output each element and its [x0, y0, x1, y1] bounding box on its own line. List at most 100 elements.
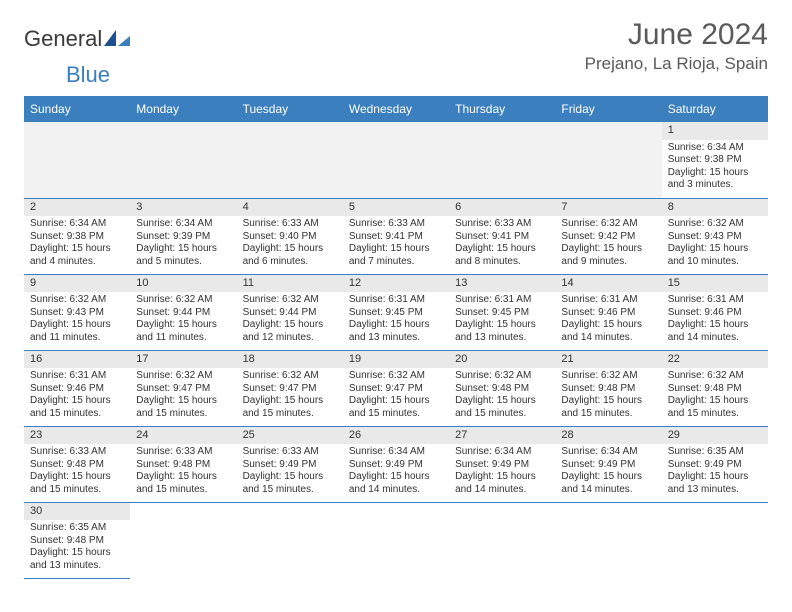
daylight-text: Daylight: 15 hours and 9 minutes.: [561, 243, 655, 268]
day-number: 17: [130, 351, 236, 369]
day-number: 5: [343, 199, 449, 217]
day-number: 15: [662, 275, 768, 293]
day-number: 24: [130, 427, 236, 445]
day-cell: [555, 502, 661, 578]
sunrise-text: Sunrise: 6:33 AM: [455, 218, 549, 231]
day-cell: 2Sunrise: 6:34 AMSunset: 9:38 PMDaylight…: [24, 198, 130, 274]
day-content: Sunrise: 6:31 AMSunset: 9:46 PMDaylight:…: [24, 368, 130, 424]
day-cell: [237, 122, 343, 198]
week-row: 30Sunrise: 6:35 AMSunset: 9:48 PMDayligh…: [24, 502, 768, 578]
sunset-text: Sunset: 9:43 PM: [668, 231, 762, 244]
day-cell: [343, 502, 449, 578]
daylight-text: Daylight: 15 hours and 14 minutes.: [349, 471, 443, 496]
day-cell: 28Sunrise: 6:34 AMSunset: 9:49 PMDayligh…: [555, 426, 661, 502]
day-cell: 27Sunrise: 6:34 AMSunset: 9:49 PMDayligh…: [449, 426, 555, 502]
day-cell: 7Sunrise: 6:32 AMSunset: 9:42 PMDaylight…: [555, 198, 661, 274]
day-content: Sunrise: 6:33 AMSunset: 9:48 PMDaylight:…: [130, 444, 236, 500]
daylight-text: Daylight: 15 hours and 11 minutes.: [136, 319, 230, 344]
sunset-text: Sunset: 9:47 PM: [349, 383, 443, 396]
day-cell: 17Sunrise: 6:32 AMSunset: 9:47 PMDayligh…: [130, 350, 236, 426]
sunset-text: Sunset: 9:41 PM: [455, 231, 549, 244]
sunset-text: Sunset: 9:48 PM: [30, 535, 124, 548]
day-content: Sunrise: 6:32 AMSunset: 9:43 PMDaylight:…: [24, 292, 130, 348]
day-content: Sunrise: 6:32 AMSunset: 9:44 PMDaylight:…: [237, 292, 343, 348]
sunrise-text: Sunrise: 6:34 AM: [136, 218, 230, 231]
day-cell: 18Sunrise: 6:32 AMSunset: 9:47 PMDayligh…: [237, 350, 343, 426]
daylight-text: Daylight: 15 hours and 13 minutes.: [668, 471, 762, 496]
day-content: Sunrise: 6:35 AMSunset: 9:48 PMDaylight:…: [24, 520, 130, 576]
sunset-text: Sunset: 9:48 PM: [561, 383, 655, 396]
daylight-text: Daylight: 15 hours and 5 minutes.: [136, 243, 230, 268]
header: GeneralBlue June 2024 Prejano, La Rioja,…: [24, 18, 768, 88]
sunrise-text: Sunrise: 6:32 AM: [668, 218, 762, 231]
daylight-text: Daylight: 15 hours and 8 minutes.: [455, 243, 549, 268]
logo: GeneralBlue: [24, 26, 130, 88]
sunset-text: Sunset: 9:47 PM: [243, 383, 337, 396]
day-cell: 23Sunrise: 6:33 AMSunset: 9:48 PMDayligh…: [24, 426, 130, 502]
day-content: Sunrise: 6:35 AMSunset: 9:49 PMDaylight:…: [662, 444, 768, 500]
day-cell: 16Sunrise: 6:31 AMSunset: 9:46 PMDayligh…: [24, 350, 130, 426]
day-number-empty: [237, 122, 343, 140]
daylight-text: Daylight: 15 hours and 15 minutes.: [30, 471, 124, 496]
day-cell: 8Sunrise: 6:32 AMSunset: 9:43 PMDaylight…: [662, 198, 768, 274]
day-content: Sunrise: 6:33 AMSunset: 9:41 PMDaylight:…: [343, 216, 449, 272]
sunrise-text: Sunrise: 6:32 AM: [349, 370, 443, 383]
sunset-text: Sunset: 9:46 PM: [668, 307, 762, 320]
sunrise-text: Sunrise: 6:33 AM: [349, 218, 443, 231]
sunset-text: Sunset: 9:49 PM: [349, 459, 443, 472]
day-cell: 29Sunrise: 6:35 AMSunset: 9:49 PMDayligh…: [662, 426, 768, 502]
logo-text: GeneralBlue: [24, 26, 130, 88]
day-number-empty: [555, 122, 661, 140]
day-content: Sunrise: 6:34 AMSunset: 9:38 PMDaylight:…: [662, 140, 768, 196]
day-cell: 30Sunrise: 6:35 AMSunset: 9:48 PMDayligh…: [24, 502, 130, 578]
daylight-text: Daylight: 15 hours and 15 minutes.: [668, 395, 762, 420]
sunset-text: Sunset: 9:38 PM: [30, 231, 124, 244]
sunrise-text: Sunrise: 6:32 AM: [243, 294, 337, 307]
sunrise-text: Sunrise: 6:32 AM: [561, 218, 655, 231]
sunset-text: Sunset: 9:40 PM: [243, 231, 337, 244]
day-number-empty: [130, 122, 236, 140]
week-row: 2Sunrise: 6:34 AMSunset: 9:38 PMDaylight…: [24, 198, 768, 274]
day-number: 12: [343, 275, 449, 293]
day-content: Sunrise: 6:34 AMSunset: 9:49 PMDaylight:…: [555, 444, 661, 500]
day-number: 27: [449, 427, 555, 445]
day-number: 11: [237, 275, 343, 293]
sunrise-text: Sunrise: 6:32 AM: [243, 370, 337, 383]
daylight-text: Daylight: 15 hours and 15 minutes.: [243, 471, 337, 496]
sunrise-text: Sunrise: 6:34 AM: [561, 446, 655, 459]
day-content: Sunrise: 6:32 AMSunset: 9:47 PMDaylight:…: [237, 368, 343, 424]
day-cell: 4Sunrise: 6:33 AMSunset: 9:40 PMDaylight…: [237, 198, 343, 274]
day-cell: 20Sunrise: 6:32 AMSunset: 9:48 PMDayligh…: [449, 350, 555, 426]
sunset-text: Sunset: 9:49 PM: [668, 459, 762, 472]
day-cell: 5Sunrise: 6:33 AMSunset: 9:41 PMDaylight…: [343, 198, 449, 274]
week-row: 16Sunrise: 6:31 AMSunset: 9:46 PMDayligh…: [24, 350, 768, 426]
logo-blue: Blue: [66, 62, 110, 87]
logo-sail-icon: [104, 26, 130, 52]
day-cell: 1Sunrise: 6:34 AMSunset: 9:38 PMDaylight…: [662, 122, 768, 198]
day-cell: [130, 122, 236, 198]
sunrise-text: Sunrise: 6:32 AM: [30, 294, 124, 307]
day-number: 22: [662, 351, 768, 369]
day-number: 7: [555, 199, 661, 217]
day-number: 21: [555, 351, 661, 369]
sunrise-text: Sunrise: 6:34 AM: [668, 142, 762, 155]
sunset-text: Sunset: 9:43 PM: [30, 307, 124, 320]
sunrise-text: Sunrise: 6:33 AM: [136, 446, 230, 459]
day-content: Sunrise: 6:32 AMSunset: 9:43 PMDaylight:…: [662, 216, 768, 272]
daylight-text: Daylight: 15 hours and 15 minutes.: [349, 395, 443, 420]
day-cell: [24, 122, 130, 198]
day-header: Wednesday: [343, 96, 449, 122]
sunrise-text: Sunrise: 6:31 AM: [561, 294, 655, 307]
day-number-empty: [343, 122, 449, 140]
day-content: Sunrise: 6:33 AMSunset: 9:49 PMDaylight:…: [237, 444, 343, 500]
sunset-text: Sunset: 9:46 PM: [30, 383, 124, 396]
day-cell: 6Sunrise: 6:33 AMSunset: 9:41 PMDaylight…: [449, 198, 555, 274]
sunrise-text: Sunrise: 6:35 AM: [30, 522, 124, 535]
day-content: Sunrise: 6:31 AMSunset: 9:46 PMDaylight:…: [662, 292, 768, 348]
day-cell: 13Sunrise: 6:31 AMSunset: 9:45 PMDayligh…: [449, 274, 555, 350]
day-header: Friday: [555, 96, 661, 122]
sunset-text: Sunset: 9:42 PM: [561, 231, 655, 244]
day-header: Monday: [130, 96, 236, 122]
daylight-text: Daylight: 15 hours and 14 minutes.: [561, 471, 655, 496]
daylight-text: Daylight: 15 hours and 13 minutes.: [349, 319, 443, 344]
